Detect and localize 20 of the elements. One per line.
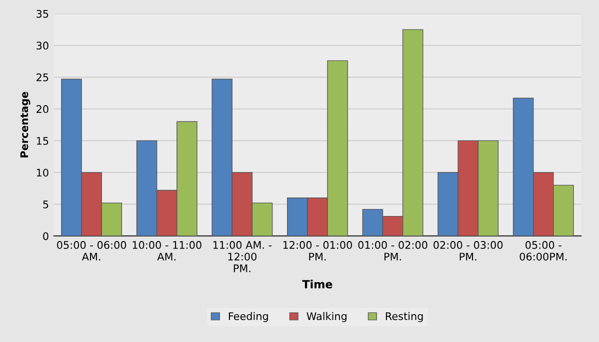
y-tick-label: 25 xyxy=(36,73,48,82)
y-tick-label: 5 xyxy=(43,200,48,208)
x-tick-label: 12:00 - 01:00 PM. xyxy=(283,241,352,260)
y-tick-label: 10 xyxy=(36,168,48,177)
x-tick-label: 05:00 - 06:00 AM. xyxy=(57,241,126,260)
x-tick-label: 01:00 - 02:00 PM. xyxy=(358,241,428,260)
y-tick-label: 20 xyxy=(36,105,48,114)
legend-label: Feeding xyxy=(228,312,268,322)
x-tick-label: 02:00 - 03:00 PM. xyxy=(434,241,503,260)
y-axis-title: Percentage xyxy=(20,92,30,158)
x-tick-label: 05:00 - 06:00PM. xyxy=(520,241,567,261)
x-tick-label: 10:00 - 11:00 AM. xyxy=(132,241,202,260)
y-tick-label: 30 xyxy=(36,42,48,50)
x-axis-title: Time xyxy=(302,280,332,288)
y-tick-label: 35 xyxy=(36,10,48,18)
legend-label: Resting xyxy=(386,312,423,322)
legend-label: Walking xyxy=(306,312,346,322)
y-tick-label: 0 xyxy=(43,232,48,240)
x-tick-label: 11:00 AM. - 12:00 PM. xyxy=(213,241,272,272)
y-tick-label: 15 xyxy=(36,137,48,145)
